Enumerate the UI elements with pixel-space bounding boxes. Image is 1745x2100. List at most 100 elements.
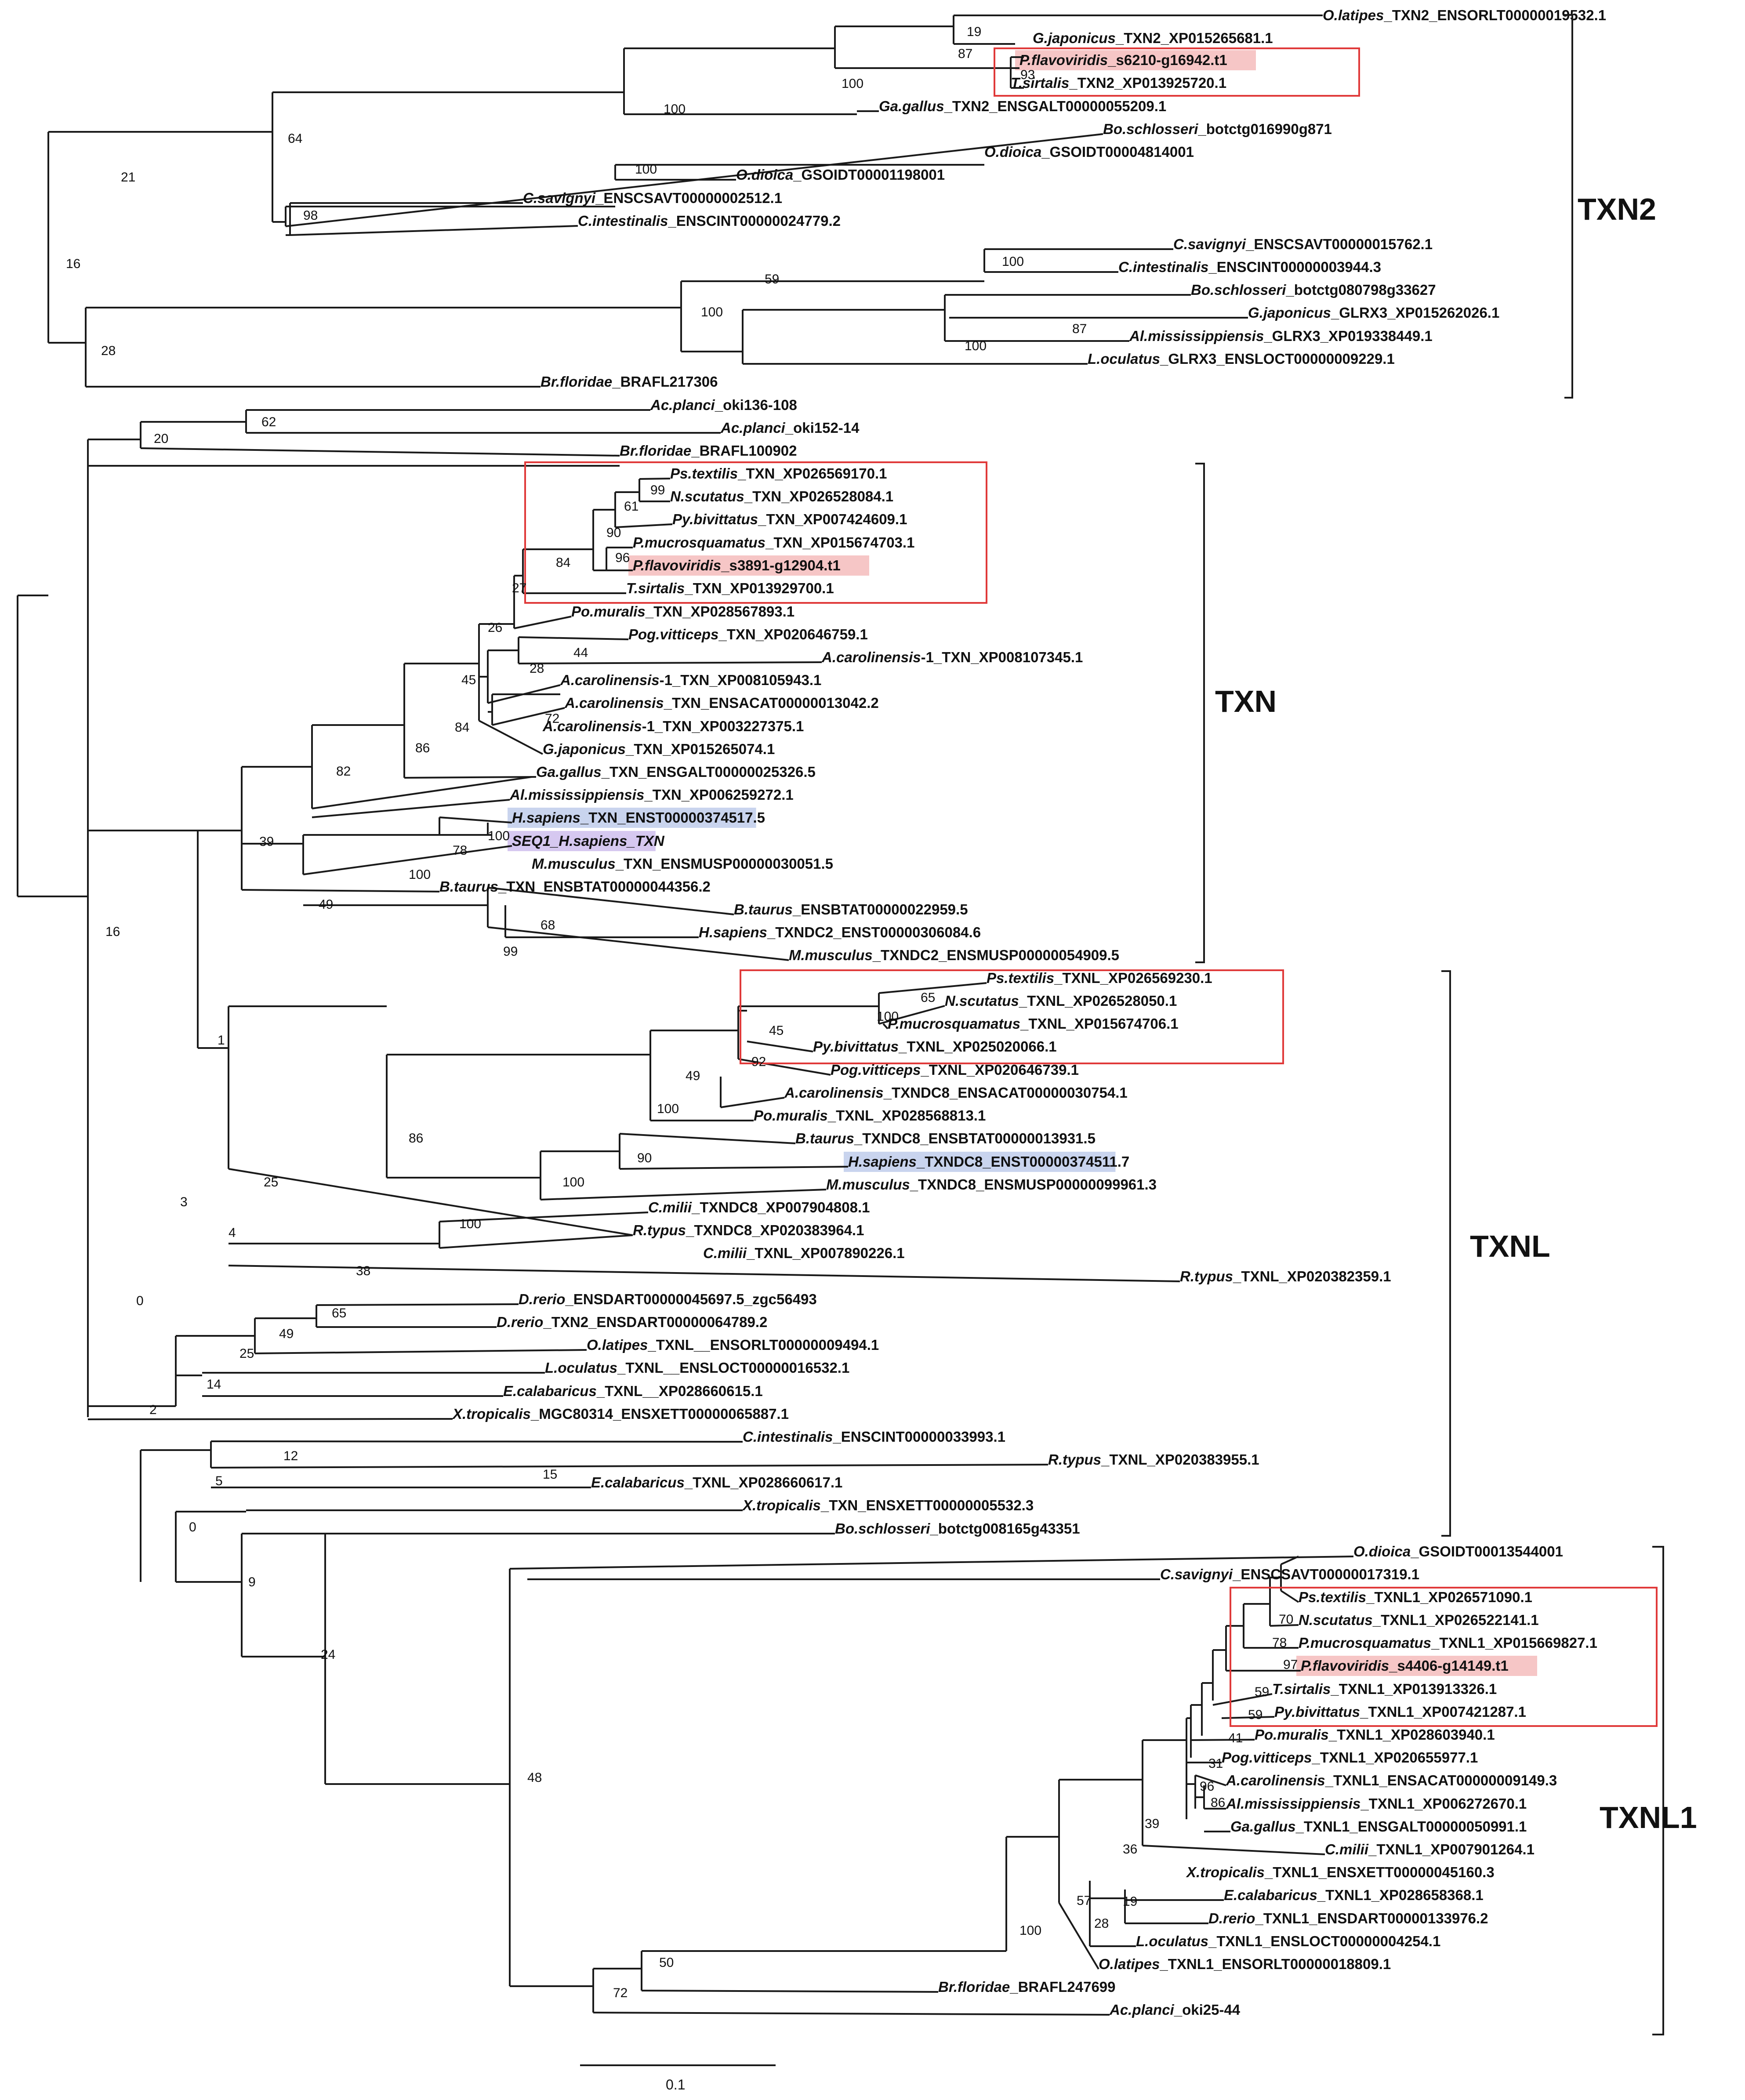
tip-species: O.dioica [984, 144, 1041, 160]
bootstrap-value: 96 [615, 551, 630, 565]
tip-accession: _TXN_XP028567893.1 [645, 603, 795, 620]
tip-species: P.flavoviridis [1019, 52, 1108, 68]
tip-species: R.typus [1048, 1451, 1101, 1468]
tip-species: M.musculus [826, 1176, 910, 1193]
tip-label: O.latipes_TXN2_ENSORLT00000019532.1 [1323, 7, 1606, 23]
bootstrap-value: 49 [279, 1327, 294, 1341]
tip-accession: _TXNL_XP015674706.1 [1020, 1016, 1179, 1032]
bootstrap-value: 65 [332, 1306, 346, 1320]
tip-species: G.japonicus [1248, 305, 1331, 321]
tip-accession: _TXNL1_XP007901264.1 [1368, 1841, 1535, 1857]
tip-species: O.dioica [736, 167, 793, 183]
tip-label: P.mucrosquamatus_TXNL1_XP015669827.1 [1299, 1635, 1597, 1651]
tip-species: T.sirtalis [1011, 75, 1069, 91]
tip-label: G.japonicus_GLRX3_XP015262026.1 [1248, 305, 1499, 321]
tip-label: H.sapiens_TXN_ENST00000374517.5 [512, 809, 765, 826]
tip-species: D.rerio [1208, 1910, 1255, 1926]
tip-label: A.carolinensis-1_TXN_XP003227375.1 [542, 718, 804, 734]
tip-label: Al.mississippiensis_TXN_XP006259272.1 [509, 787, 794, 803]
bootstrap-value: 48 [527, 1770, 542, 1785]
tip-accession: _TXN2_ENSGALT00000055209.1 [944, 98, 1167, 114]
bootstrap-value: 14 [207, 1377, 221, 1392]
tip-accession: _TXN_XP015265074.1 [625, 741, 775, 757]
tip-accession: _TXN_XP026528084.1 [744, 488, 893, 504]
tip-label: Py.bivittatus_TXNL1_XP007421287.1 [1274, 1704, 1526, 1720]
tip-species: Py.bivittatus [672, 511, 758, 527]
tip-species: E.calabaricus [503, 1383, 597, 1399]
tip-label: C.milii_TXNL1_XP007901264.1 [1325, 1841, 1535, 1857]
tip-label: D.rerio_TXN2_ENSDART00000064789.2 [497, 1314, 767, 1330]
tip-species: N.scutatus [1299, 1612, 1373, 1628]
bootstrap-value: 50 [659, 1955, 674, 1970]
tip-label: Br.floridae_BRAFL100902 [620, 442, 797, 459]
bootstrap-value: 49 [319, 897, 333, 912]
tip-labels: O.latipes_TXN2_ENSORLT00000019532.1 G.jap… [439, 7, 1606, 2018]
tip-highlight-blue [508, 808, 756, 828]
tip-label: L.oculatus_TXNL1_ENSLOCT00000004254.1 [1136, 1933, 1440, 1949]
tip-accession: _oki152-14 [785, 420, 860, 436]
bootstrap-value: 2 [149, 1403, 157, 1417]
bootstrap-value: 39 [1145, 1817, 1159, 1831]
tip-label: N.scutatus_TXNL_XP026528050.1 [945, 993, 1177, 1009]
tip-accession: _TXN_XP006259272.1 [644, 787, 793, 803]
tip-species: R.typus [1180, 1268, 1233, 1284]
bootstrap-value: 19 [967, 25, 981, 39]
tip-label: C.intestinalis_ENSCINT00000003944.3 [1118, 259, 1381, 275]
tip-label: A.carolinensis_TXNDC8_ENSACAT00000030754… [784, 1084, 1128, 1101]
tip-label: C.savignyi_ENSCSAVT00000017319.1 [1160, 1566, 1419, 1582]
scale-bar-label: 0.1 [666, 2077, 685, 2093]
bootstrap-value: 25 [239, 1346, 254, 1361]
tip-accession: _TXN_XP007424609.1 [758, 511, 907, 527]
snake-clade-box [740, 969, 1284, 1064]
bootstrap-value: 45 [769, 1023, 784, 1038]
tip-species: A.carolinensis [784, 1084, 884, 1101]
tip-accession: _TXNL_XP020383955.1 [1101, 1451, 1259, 1468]
tip-label: H.sapiens_TXNDC8_ENST00000374511.7 [848, 1153, 1129, 1170]
bootstrap-value: 100 [488, 829, 510, 843]
tip-label: D.rerio_TXNL1_ENSDART00000133976.2 [1208, 1910, 1488, 1926]
tip-label: R.typus_TXNL_XP020382359.1 [1180, 1268, 1391, 1284]
bootstrap-value: 78 [453, 843, 467, 858]
tip-accession: _TXN_ENSXETT00000005532.3 [820, 1497, 1034, 1513]
tip-accession: _TXNDC2_ENSMUSP00000054909.5 [872, 947, 1119, 963]
tip-species: SEQ1_H.sapiens_TXN [512, 833, 665, 849]
tip-species: Pog.vitticeps [831, 1062, 921, 1078]
tip-species: Ac.planci [1109, 2002, 1175, 2018]
tip-label: N.scutatus_TXN_XP026528084.1 [670, 488, 893, 504]
tip-accession: _TXNL_XP007890226.1 [746, 1245, 905, 1261]
tip-species: Bo.schlosseri [1103, 121, 1198, 137]
tip-accession: _BRAFL217306 [612, 374, 718, 390]
tip-label: Al.mississippiensis_GLRX3_XP019338449.1 [1129, 328, 1433, 344]
tip-label: M.musculus_TXN_ENSMUSP00000030051.5 [532, 856, 833, 872]
branch-segment [518, 636, 629, 640]
bootstrap-value: 59 [1248, 1708, 1262, 1722]
bootstrap-value: 1 [218, 1033, 225, 1048]
tip-species: P.flavoviridis [633, 557, 721, 573]
tip-highlight-blue [844, 1152, 1116, 1172]
tip-label: C.savignyi_ENSCSAVT00000002512.1 [523, 190, 782, 206]
tip-accession: _TXNL__ENSORLT00000009494.1 [647, 1337, 879, 1353]
tip-accession: _TXNDC2_ENST00000306084.6 [767, 924, 981, 940]
tip-accession: _TXN_ENSACAT00000013042.2 [664, 695, 879, 711]
tip-label: T.sirtalis_TXNL1_XP013913326.1 [1272, 1681, 1497, 1697]
tip-label: D.rerio_ENSDART00000045697.5_zgc56493 [519, 1291, 817, 1307]
tip-label: O.dioica_GSOIDT00001198001 [736, 167, 945, 183]
tip-accession: _ENSCSAVT00000002512.1 [595, 190, 782, 206]
tip-accession: _TXNDC8_XP020383964.1 [686, 1222, 864, 1238]
tip-species: M.musculus [532, 856, 616, 872]
tip-accession: _botctg016990g871 [1197, 121, 1332, 137]
branch-segment [509, 1556, 1354, 1570]
tip-label: Pog.vitticeps_TXN_XP020646759.1 [628, 626, 868, 642]
tip-species: Ga.gallus [536, 764, 602, 780]
tip-label: Bo.schlosseri_botctg080798g33627 [1191, 282, 1436, 298]
bootstrap-value: 82 [336, 764, 351, 779]
branch-segment [439, 1234, 633, 1249]
tip-accession: _TXN_XP015674703.1 [765, 534, 914, 551]
tip-species: Pog.vitticeps [1222, 1749, 1312, 1766]
bootstrap-value: 87 [1072, 322, 1087, 336]
tip-accession: _TXNL1_ENSORLT00000018809.1 [1159, 1956, 1391, 1972]
tip-label: E.calabaricus_TXNL_XP028660617.1 [591, 1474, 842, 1491]
tip-species: Po.muralis [754, 1107, 828, 1124]
bootstrap-value: 84 [455, 720, 469, 735]
